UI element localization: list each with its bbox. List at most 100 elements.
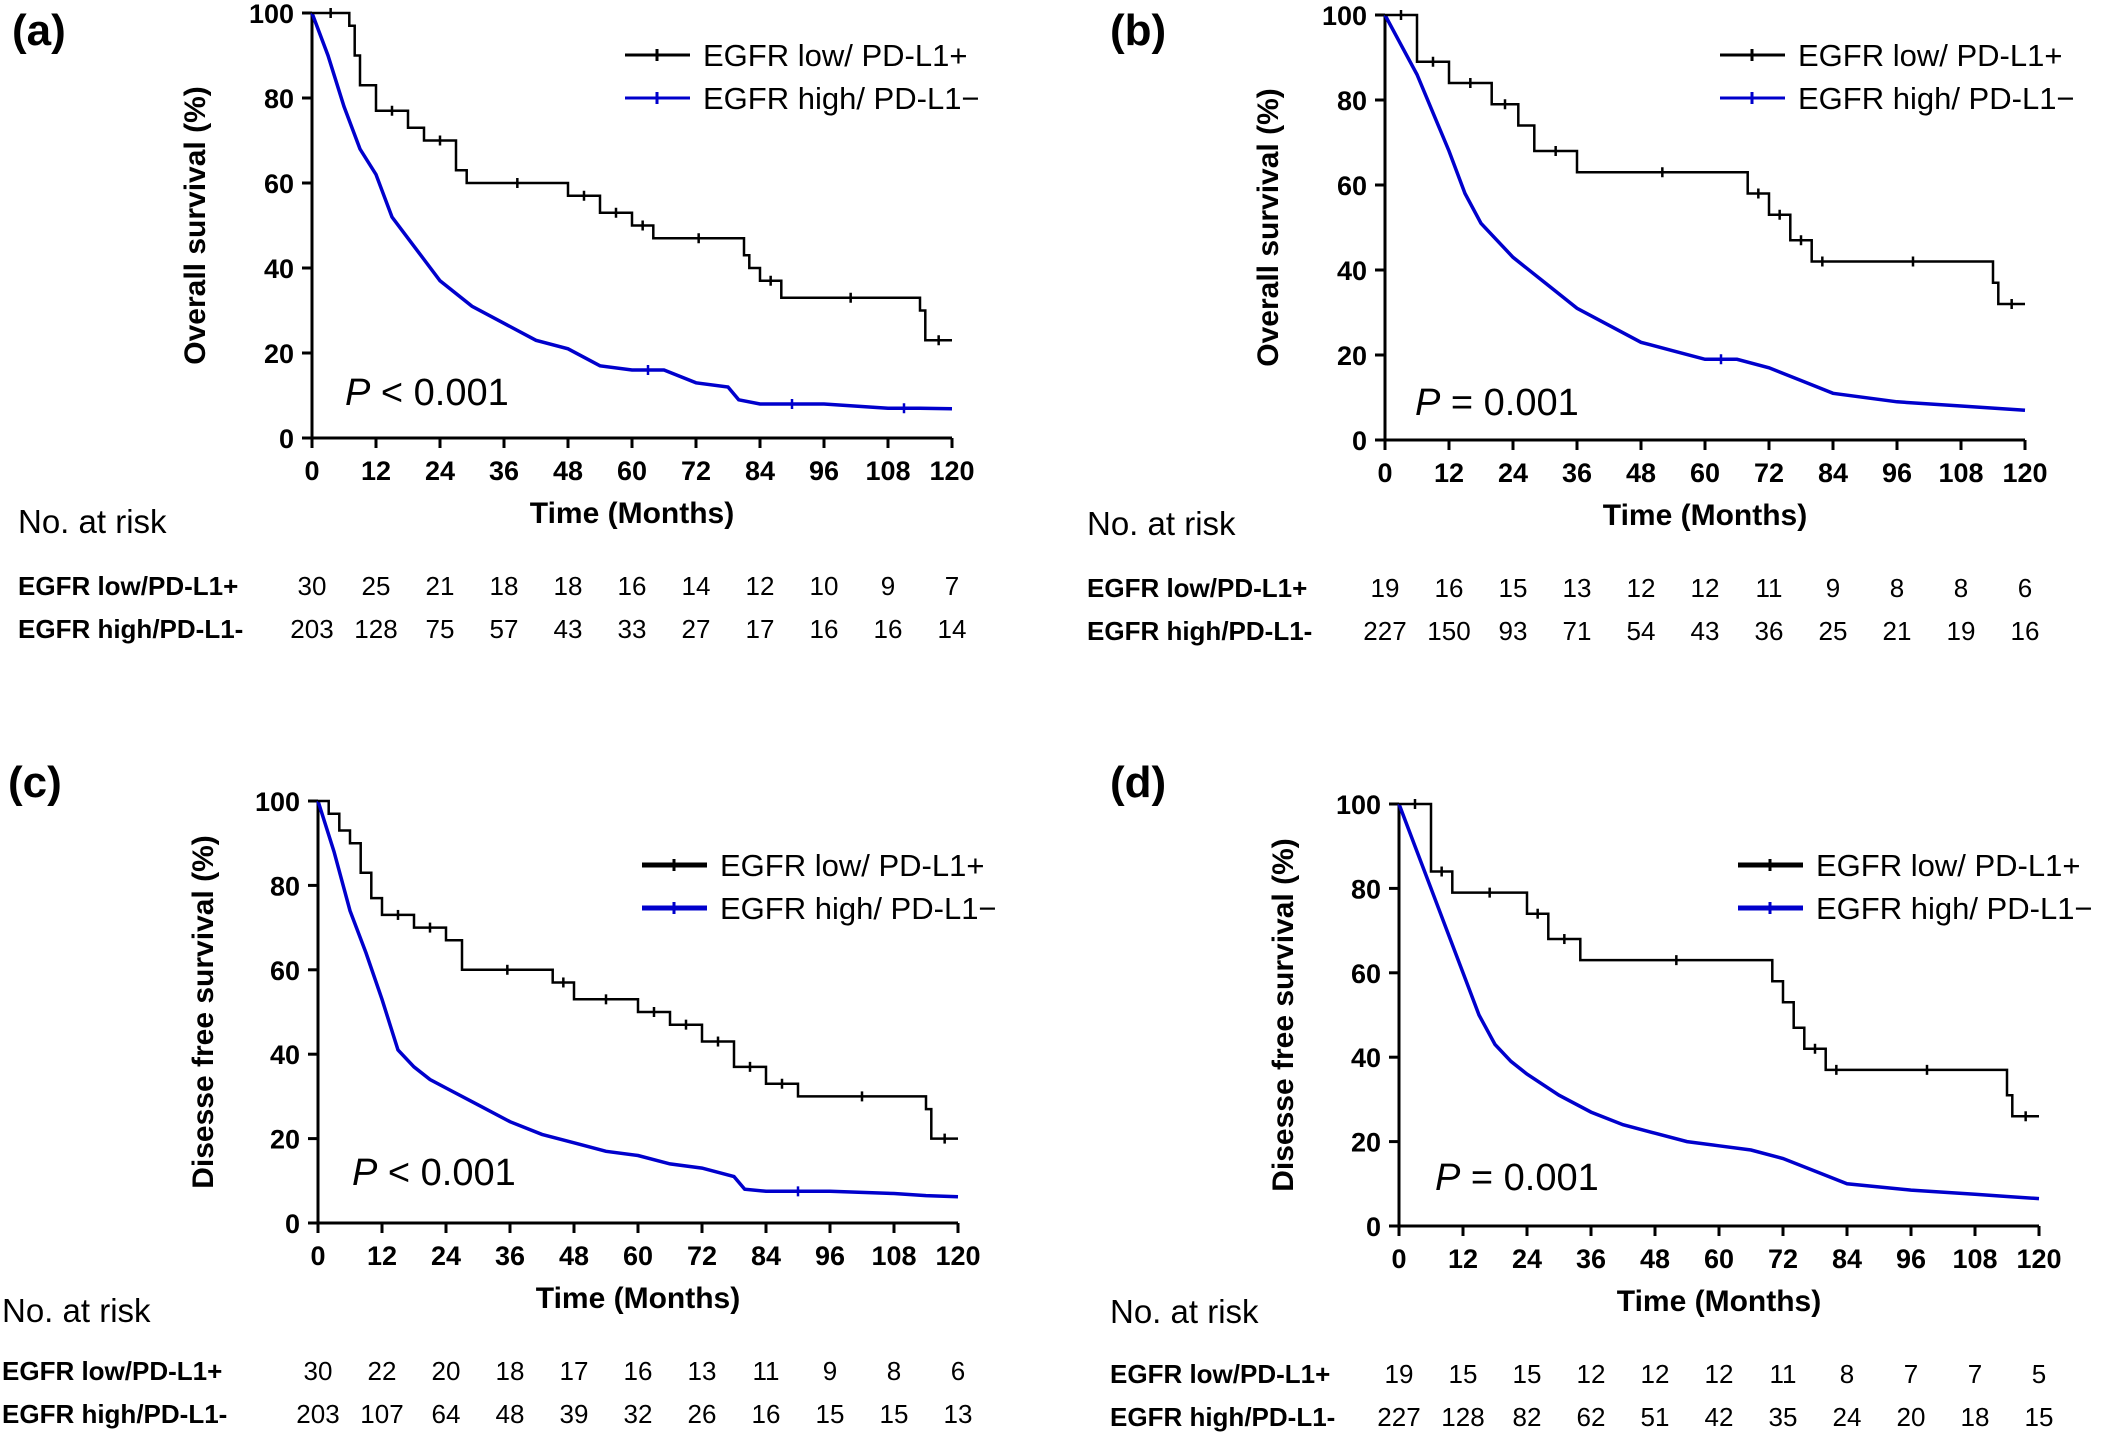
chart-panel-b: (b)0 12 24 36 48 60 72 84 96 108 120020406080100Ti… xyxy=(1087,1,2075,646)
risk-count: 42 xyxy=(1705,1402,1734,1432)
x-tick-label: 60 xyxy=(623,1241,653,1271)
risk-row-label: EGFR low/PD-L1+ xyxy=(18,571,238,601)
risk-count: 8 xyxy=(1840,1359,1854,1389)
y-tick-label: 100 xyxy=(255,787,300,817)
x-tick-label: 24 xyxy=(425,456,455,486)
x-tick-label: 12 xyxy=(367,1241,397,1271)
panel-label: (b) xyxy=(1110,6,1166,55)
chart-panel-a: (a) 0 12 24 36 48 60 72 84 96 108 120 0 20 40 60 80 100 Ti… xyxy=(12,0,980,644)
y-tick-label: 60 xyxy=(1351,959,1381,989)
y-tick-label: 20 xyxy=(1337,341,1367,371)
y-axis-title: Disesse free survival (%) xyxy=(1267,838,1300,1192)
risk-count: 36 xyxy=(1755,616,1784,646)
risk-count: 13 xyxy=(688,1356,717,1386)
risk-count: 30 xyxy=(304,1356,333,1386)
risk-row-label: EGFR low/PD-L1+ xyxy=(1110,1359,1330,1389)
legend-label: EGFR high/ PD-L1− xyxy=(1798,81,2075,116)
risk-count: 39 xyxy=(560,1399,589,1429)
risk-count: 15 xyxy=(1513,1359,1542,1389)
y-tick-label: 20 xyxy=(270,1125,300,1155)
series-line-egfr-high xyxy=(1383,14,2026,413)
x-tick-label: 96 xyxy=(1896,1244,1926,1274)
x-tick-label: 24 xyxy=(1498,458,1528,488)
x-tick-label: 48 xyxy=(1640,1244,1670,1274)
risk-count: 24 xyxy=(1833,1402,1862,1432)
x-tick-label: 24 xyxy=(1512,1244,1542,1274)
risk-count: 12 xyxy=(1705,1359,1734,1389)
p-value-symbol: P xyxy=(352,1152,378,1194)
risk-count: 25 xyxy=(362,571,391,601)
x-tick-label: 48 xyxy=(553,456,583,486)
series-line-egfr-low xyxy=(1399,802,2039,1118)
risk-count: 15 xyxy=(880,1399,909,1429)
panel-label: (a) xyxy=(12,6,66,55)
y-tick-label: 20 xyxy=(1351,1128,1381,1158)
risk-count: 7 xyxy=(945,571,959,601)
x-tick-label: 108 xyxy=(865,456,910,486)
risk-count: 20 xyxy=(1897,1402,1926,1432)
panel-label: (d) xyxy=(1110,758,1166,807)
chart-panel-c: (c)0 12 24 36 48 60 72 84 96 108 120020406080100Ti… xyxy=(2,758,997,1429)
y-tick-label: 80 xyxy=(270,871,300,901)
p-value: P < 0.001 xyxy=(352,1152,516,1194)
x-tick-label: 60 xyxy=(617,456,647,486)
risk-count: 26 xyxy=(688,1399,717,1429)
risk-count: 13 xyxy=(1563,573,1592,603)
risk-count: 16 xyxy=(752,1399,781,1429)
y-tick-label: 80 xyxy=(264,84,294,114)
risk-count: 15 xyxy=(1449,1359,1478,1389)
x-tick-label: 96 xyxy=(1882,458,1912,488)
risk-count: 14 xyxy=(682,571,711,601)
risk-count: 35 xyxy=(1769,1402,1798,1432)
risk-count: 16 xyxy=(624,1356,653,1386)
p-value-text: < 0.001 xyxy=(377,1152,515,1194)
risk-count: 71 xyxy=(1563,616,1592,646)
risk-count: 15 xyxy=(1499,573,1528,603)
risk-count: 16 xyxy=(618,571,647,601)
risk-count: 12 xyxy=(1627,573,1656,603)
x-tick-label: 48 xyxy=(1626,458,1656,488)
risk-row-label: EGFR low/PD-L1+ xyxy=(1087,573,1307,603)
p-value-text: < 0.001 xyxy=(370,372,508,414)
y-tick-label: 100 xyxy=(1336,790,1381,820)
risk-count: 8 xyxy=(1890,573,1904,603)
risk-count: 17 xyxy=(560,1356,589,1386)
risk-count: 227 xyxy=(1363,616,1406,646)
risk-count: 9 xyxy=(823,1356,837,1386)
risk-count: 9 xyxy=(1826,573,1840,603)
legend-label: EGFR low/ PD-L1+ xyxy=(703,38,967,73)
risk-count: 30 xyxy=(298,571,327,601)
legend-label: EGFR high/ PD-L1− xyxy=(720,891,997,926)
p-value: P < 0.001 xyxy=(345,372,509,414)
risk-count: 82 xyxy=(1513,1402,1542,1432)
risk-count: 11 xyxy=(1756,573,1783,603)
risk-count: 12 xyxy=(1577,1359,1606,1389)
x-tick-label: 36 xyxy=(495,1241,525,1271)
risk-count: 12 xyxy=(1691,573,1720,603)
risk-count: 75 xyxy=(426,614,455,644)
y-tick-label: 40 xyxy=(1351,1043,1381,1073)
risk-count: 54 xyxy=(1627,616,1656,646)
series-line-egfr-high xyxy=(1397,803,2040,1201)
series-line-egfr-low xyxy=(1385,13,2025,306)
risk-count: 13 xyxy=(944,1399,973,1429)
y-tick-label: 0 xyxy=(285,1209,300,1239)
risk-count: 11 xyxy=(1770,1359,1797,1389)
risk-count: 27 xyxy=(682,614,711,644)
x-tick-label: 60 xyxy=(1690,458,1720,488)
risk-row-label: EGFR low/PD-L1+ xyxy=(2,1356,222,1386)
x-tick-label: 0 xyxy=(1377,458,1392,488)
x-tick-label: 36 xyxy=(489,456,519,486)
y-axis-title: Overall survival (%) xyxy=(1252,88,1285,366)
p-value-symbol: P xyxy=(1415,382,1441,424)
risk-count: 7 xyxy=(1904,1359,1918,1389)
y-tick-label: 100 xyxy=(249,0,294,29)
x-tick-label: 72 xyxy=(1768,1244,1798,1274)
x-tick-label: 96 xyxy=(815,1241,845,1271)
y-axis-title: Disesse free survival (%) xyxy=(187,835,220,1189)
y-tick-label: 0 xyxy=(1352,426,1367,456)
risk-count: 10 xyxy=(810,571,839,601)
y-tick-label: 60 xyxy=(264,169,294,199)
risk-count: 14 xyxy=(938,614,967,644)
